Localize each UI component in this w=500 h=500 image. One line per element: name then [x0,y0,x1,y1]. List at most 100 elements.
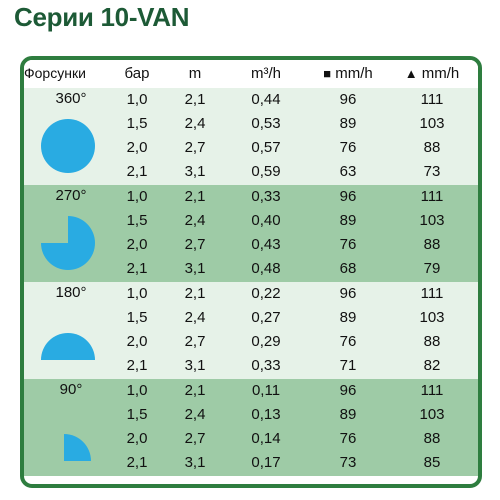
cell-bar: 2,0 [126,430,148,447]
cell-square-mm-h: 89 [339,406,357,423]
cell-triangle-mm-h: 103 [419,309,445,326]
cell-bar: 2,0 [126,139,148,156]
cell-triangle-mm-h: 88 [423,236,441,253]
header-m: m [188,65,202,82]
cell-bar: 1,0 [126,285,148,302]
cell-triangle-mm-h: 73 [423,163,441,180]
cell-bar: 1,0 [126,382,148,399]
cell-square-mm-h: 68 [339,260,357,277]
cell-m: 2,7 [184,333,206,350]
cell-triangle-mm-h: 111 [420,91,444,108]
cell-triangle-mm-h: 103 [419,115,445,132]
cell-bar: 2,0 [126,236,148,253]
cell-triangle-mm-h: 111 [420,285,444,302]
cell-triangle-mm-h: 79 [423,260,441,277]
header-bar: бар [124,65,150,82]
cell-triangle-mm-h: 103 [419,212,445,229]
table-row: 1,5 2,4 0,13 89 103 [24,403,478,427]
cell-triangle-mm-h: 82 [423,357,441,374]
header-triangle-mm-h: ▲ mm/h [390,65,474,87]
page-title: Серии 10-VAN [14,2,190,32]
cell-square-mm-h: 76 [339,139,357,156]
cell-square-mm-h: 96 [339,285,357,302]
cell-m: 2,4 [184,212,206,229]
cell-flow: 0,11 [251,382,281,399]
table-row: 1,0 2,1 0,22 96 111 [24,282,478,306]
angle-label: 180° [55,284,87,301]
table-row: 1,5 2,4 0,27 89 103 [24,306,478,330]
cell-m: 2,1 [184,382,206,399]
square-icon: ■ [323,66,332,81]
cell-flow: 0,17 [251,454,281,471]
table-row: 2,1 3,1 0,59 63 73 [24,160,478,184]
cell-flow: 0,44 [251,91,281,108]
cell-flow: 0,59 [251,163,281,180]
circle-360-icon [41,119,95,173]
sector-270-icon [41,216,95,270]
cell-m: 2,4 [184,115,206,132]
table-row: 1,5 2,4 0,40 89 103 [24,209,478,233]
cell-flow: 0,27 [251,309,281,326]
cell-flow: 0,33 [251,357,281,374]
table-row: 1,0 2,1 0,33 96 111 [24,185,478,209]
table-row: 2,0 2,7 0,43 76 88 [24,233,478,257]
header-flow: m³/h [251,65,281,82]
table-row: 1,0 2,1 0,11 96 111 [24,379,478,403]
header-nozzles: Форсунки [24,65,86,81]
cell-m: 3,1 [184,163,206,180]
cell-square-mm-h: 89 [339,212,357,229]
cell-square-mm-h: 96 [339,188,357,205]
cell-bar: 1,5 [126,406,148,423]
cell-triangle-mm-h: 85 [423,454,441,471]
cell-m: 2,7 [184,236,206,253]
cell-square-mm-h: 89 [339,309,357,326]
table-row: 2,1 3,1 0,48 68 79 [24,257,478,281]
cell-square-mm-h: 76 [339,430,357,447]
cell-bar: 1,5 [126,212,148,229]
cell-triangle-mm-h: 103 [419,406,445,423]
cell-flow: 0,40 [251,212,281,229]
cell-square-mm-h: 71 [339,357,357,374]
table-row: 1,5 2,4 0,53 89 103 [24,112,478,136]
cell-triangle-mm-h: 88 [423,333,441,350]
group-180: 180° 1,0 2,1 0,22 96 111 1,5 2,4 0,27 89… [24,282,478,379]
cell-bar: 2,1 [126,260,148,277]
table-row: 2,1 3,1 0,17 73 85 [24,451,478,475]
cell-square-mm-h: 76 [339,236,357,253]
angle-label: 270° [55,187,87,204]
cell-bar: 1,0 [126,188,148,205]
cell-triangle-mm-h: 111 [420,188,444,205]
spec-table: Форсунки бар m m³/h ■ mm/h ▲ mm/h 360° 1… [20,56,482,488]
group-90: 90° 1,0 2,1 0,11 96 111 1,5 2,4 0,13 89 … [24,379,478,476]
table-row: 1,0 2,1 0,44 96 111 [24,88,478,112]
cell-bar: 1,0 [126,91,148,108]
cell-square-mm-h: 89 [339,115,357,132]
header-triangle-mm-h-label: mm/h [421,65,460,82]
cell-flow: 0,33 [251,188,281,205]
cell-flow: 0,14 [251,430,281,447]
cell-m: 3,1 [184,454,206,471]
cell-bar: 1,5 [126,309,148,326]
cell-flow: 0,53 [251,115,281,132]
quarter-circle-90-icon [64,434,91,461]
cell-bar: 1,5 [126,115,148,132]
cell-square-mm-h: 96 [339,91,357,108]
triangle-icon: ▲ [404,66,418,81]
cell-square-mm-h: 73 [339,454,357,471]
cell-flow: 0,57 [251,139,281,156]
cell-m: 2,1 [184,91,206,108]
cell-flow: 0,13 [251,406,281,423]
cell-bar: 2,1 [126,357,148,374]
cell-triangle-mm-h: 88 [423,430,441,447]
cell-m: 2,7 [184,139,206,156]
cell-flow: 0,43 [251,236,281,253]
cell-bar: 2,0 [126,333,148,350]
header-square-mm-h-label: mm/h [335,65,373,82]
cell-flow: 0,22 [251,285,281,302]
table-row: 2,0 2,7 0,57 76 88 [24,136,478,160]
cell-flow: 0,48 [251,260,281,277]
group-360: 360° 1,0 2,1 0,44 96 111 1,5 2,4 0,53 89… [24,88,478,185]
cell-m: 2,1 [184,188,206,205]
group-270: 270° 1,0 2,1 0,33 96 111 1,5 2,4 0,40 89… [24,185,478,282]
table-header: Форсунки бар m m³/h ■ mm/h ▲ mm/h [24,60,478,88]
